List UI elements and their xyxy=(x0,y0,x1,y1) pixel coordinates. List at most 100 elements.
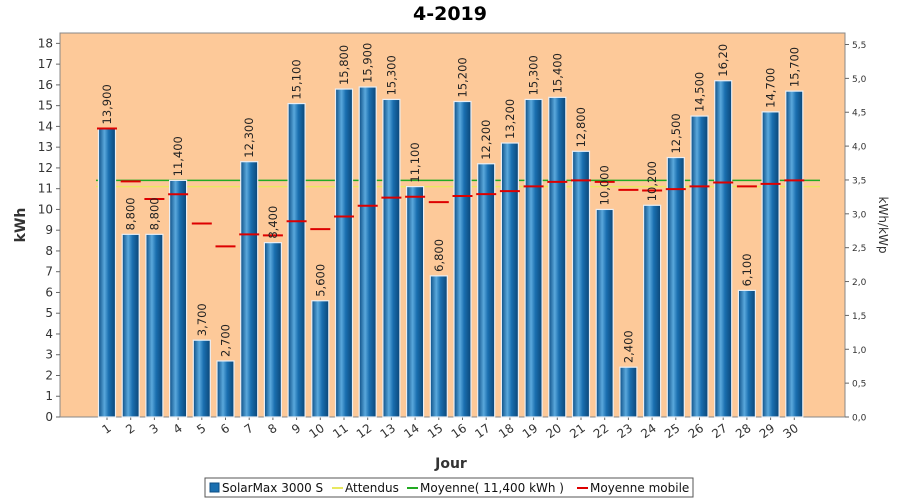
bar-value-label: 15,300 xyxy=(384,55,398,95)
y2-tick-label: 1,5 xyxy=(852,312,866,322)
legend-label-expected: Attendus xyxy=(345,481,399,495)
bar-value-label: 15,800 xyxy=(337,45,351,85)
bar-value-label: 6,800 xyxy=(432,239,446,272)
x-tick-label: 9 xyxy=(289,421,303,437)
x-tick-label: 16 xyxy=(449,421,470,441)
y2-tick-label: 2,0 xyxy=(852,278,867,288)
x-tick-label: 7 xyxy=(242,421,256,437)
x-tick-label: 3 xyxy=(147,421,161,437)
bar-value-label: 12,300 xyxy=(242,117,256,157)
bar-value-label: 2,700 xyxy=(219,324,233,357)
x-tick-label: 27 xyxy=(709,421,730,441)
bar xyxy=(714,80,733,418)
bar-value-label: 5,600 xyxy=(313,264,327,297)
bar xyxy=(145,233,164,418)
y2-tick-label: 0,5 xyxy=(852,380,866,390)
x-tick-label: 14 xyxy=(401,421,422,441)
y2-tick-label: 5,5 xyxy=(852,41,866,51)
x-axis: 1 2 3 4 5 6 7 8 9 10 11 12 13 14 15 16 17 18 19 20 21 22 23 24 2… xyxy=(99,417,801,441)
bar-value-label: 13,200 xyxy=(503,99,517,139)
bar-value-label: 14,500 xyxy=(693,72,707,112)
x-tick-label: 22 xyxy=(591,421,612,441)
x-tick-label: 15 xyxy=(425,421,446,441)
bar xyxy=(571,150,591,418)
x-tick-label: 1 xyxy=(99,421,113,437)
bar-value-label: 8,800 xyxy=(124,197,138,230)
y-tick-label: 1 xyxy=(45,389,53,403)
y2-tick-label: 3,0 xyxy=(852,210,867,220)
y-tick-label: 5 xyxy=(45,306,53,320)
bar-value-labels: 13,900 8,800 8,800 11,400 3,700 2,700 12,300 8,… xyxy=(100,43,801,363)
bar xyxy=(240,161,259,418)
bar xyxy=(192,339,211,418)
bar-value-label: 15,900 xyxy=(361,43,375,83)
y-tick-label: 17 xyxy=(38,57,53,71)
y2-tick-label: 5,0 xyxy=(852,75,867,85)
bar xyxy=(311,300,330,418)
x-tick-label: 26 xyxy=(686,421,707,441)
legend-label-bar: SolarMax 3000 S xyxy=(222,481,323,495)
legend-swatch-bar xyxy=(209,482,220,493)
bar xyxy=(121,233,140,418)
y-tick-label: 3 xyxy=(45,348,53,362)
y-tick-label: 13 xyxy=(38,140,53,154)
bar-value-label: 16,20 xyxy=(716,44,730,77)
legend-label-average: Moyenne( 11,400 kWh ) xyxy=(420,481,564,495)
bar-value-label: 8,400 xyxy=(266,206,280,239)
y-tick-label: 15 xyxy=(38,99,53,113)
chart-title: 4-2019 xyxy=(413,3,487,25)
bar xyxy=(500,142,519,418)
y-tick-label: 2 xyxy=(45,368,53,382)
x-tick-label: 11 xyxy=(330,421,351,441)
x-tick-label: 8 xyxy=(265,421,279,437)
y-tick-label: 16 xyxy=(38,78,53,92)
x-tick-label: 13 xyxy=(378,421,399,441)
bar xyxy=(524,98,543,418)
y2-axis: 0,0 0,5 1,0 1,5 2,0 2,5 3,0 3,5 4,0 4,5 5,0 5,5 xyxy=(845,41,867,424)
x-tick-label: 28 xyxy=(733,421,754,441)
legend-label-moving: Moyenne mobile xyxy=(590,481,689,495)
x-tick-label: 21 xyxy=(567,421,588,441)
x-tick-label: 4 xyxy=(171,421,185,437)
bar-value-label: 11,400 xyxy=(171,136,185,176)
x-tick-label: 24 xyxy=(638,421,659,441)
bar-value-label: 3,700 xyxy=(195,303,209,336)
y-tick-label: 6 xyxy=(45,285,53,299)
bar-value-label: 12,200 xyxy=(479,120,493,160)
bar xyxy=(334,88,354,418)
bar xyxy=(429,275,448,418)
x-axis-label: Jour xyxy=(434,456,467,472)
bar-value-label: 12,800 xyxy=(574,107,588,147)
bar xyxy=(477,163,496,418)
y-tick-label: 12 xyxy=(38,161,53,175)
bar-value-label: 15,400 xyxy=(550,53,564,93)
bar xyxy=(548,96,567,418)
x-tick-label: 6 xyxy=(218,421,232,437)
bar xyxy=(287,102,306,418)
x-tick-label: 30 xyxy=(780,421,801,441)
bar-value-label: 8,800 xyxy=(147,197,161,230)
x-tick-label: 23 xyxy=(615,421,636,441)
x-tick-label: 12 xyxy=(354,421,375,441)
bar xyxy=(453,100,472,418)
bar xyxy=(169,179,188,418)
y2-tick-label: 4,0 xyxy=(852,143,867,153)
x-tick-label: 10 xyxy=(306,421,327,441)
bar-series xyxy=(97,80,804,418)
x-tick-label: 19 xyxy=(520,421,541,441)
x-tick-label: 18 xyxy=(496,421,517,441)
bar-value-label: 6,100 xyxy=(740,253,754,286)
legend: SolarMax 3000 S Attendus Moyenne( 11,400… xyxy=(204,477,694,498)
y-tick-label: 18 xyxy=(38,36,53,50)
bar-value-label: 15,100 xyxy=(290,59,304,99)
y-tick-label: 0 xyxy=(45,410,53,424)
bar-value-label: 12,500 xyxy=(669,113,683,153)
bar xyxy=(761,111,780,418)
bar xyxy=(97,127,117,418)
y2-tick-label: 4,5 xyxy=(852,109,866,119)
moving-average-series xyxy=(97,127,805,248)
bar-value-label: 13,900 xyxy=(100,84,114,124)
bar-value-label: 10,200 xyxy=(645,161,659,201)
